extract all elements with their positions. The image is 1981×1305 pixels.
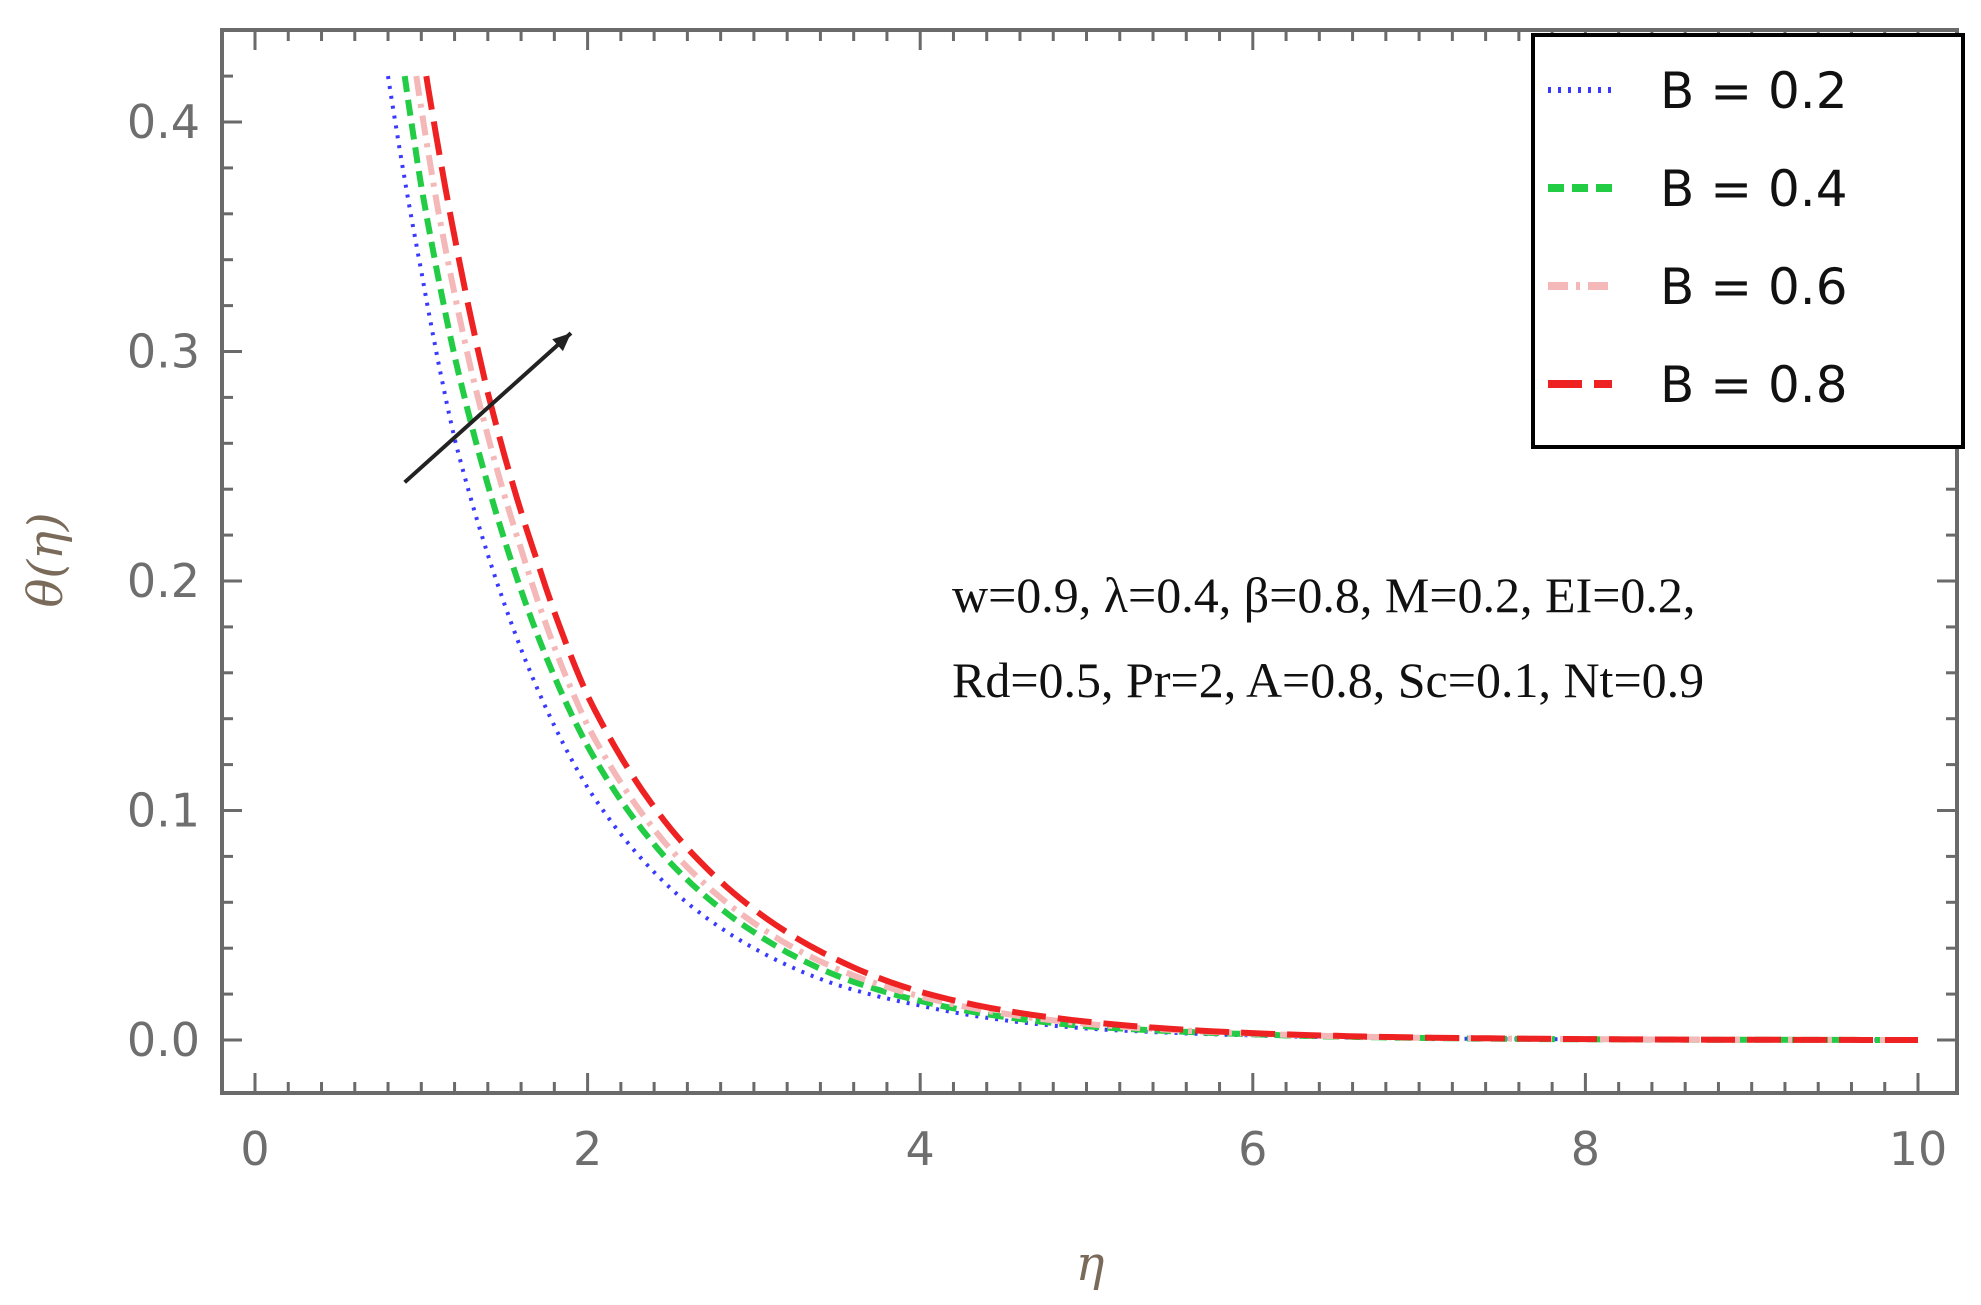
trend-arrow-shaft (403, 331, 573, 484)
y-tick-label: 0.4 (127, 95, 200, 149)
annotation-layer: w=0.9, λ=0.4, β=0.8, M=0.2, EI=0.2, Rd=0… (952, 567, 1704, 708)
series-line-1 (386, 75, 1918, 1042)
legend-label-2: B = 0.4 (1660, 160, 1848, 218)
series-layer (386, 75, 1918, 1043)
x-tick-label: 0 (240, 1122, 269, 1176)
x-axis-title: η (1076, 1236, 1105, 1292)
x-tick-label: 4 (906, 1122, 935, 1176)
legend-label-4: B = 0.8 (1660, 356, 1848, 414)
legend: B = 0.2 B = 0.4 B = 0.6 B = 0.8 (1531, 33, 1965, 449)
ticks-layer: 0 2 4 6 8 10 0.0 0.1 0.2 0.3 0.4 (127, 30, 1957, 1176)
y-axis-title: θ(η) (18, 512, 74, 607)
annotation-line-2: Rd=0.5, Pr=2, A=0.8, Sc=0.1, Nt=0.9 (952, 652, 1704, 708)
x-tick-label: 8 (1571, 1122, 1600, 1176)
plot-frame (220, 28, 1959, 1095)
trend-arrow-head (552, 333, 571, 352)
x-tick-label: 2 (573, 1122, 602, 1176)
legend-label-1: B = 0.2 (1660, 62, 1848, 120)
y-tick-label: 0.3 (127, 325, 200, 379)
arrow-layer (403, 331, 573, 484)
series-line-4 (423, 75, 1918, 1043)
y-tick-label: 0.0 (127, 1013, 200, 1067)
annotation-line-1: w=0.9, λ=0.4, β=0.8, M=0.2, EI=0.2, (952, 567, 1695, 623)
x-tick-label: 10 (1889, 1122, 1948, 1176)
y-tick-label: 0.1 (127, 784, 200, 838)
legend-label-3: B = 0.6 (1660, 258, 1848, 316)
legend-box (1531, 33, 1965, 449)
x-tick-label: 6 (1238, 1122, 1267, 1176)
y-tick-label: 0.2 (127, 554, 200, 608)
